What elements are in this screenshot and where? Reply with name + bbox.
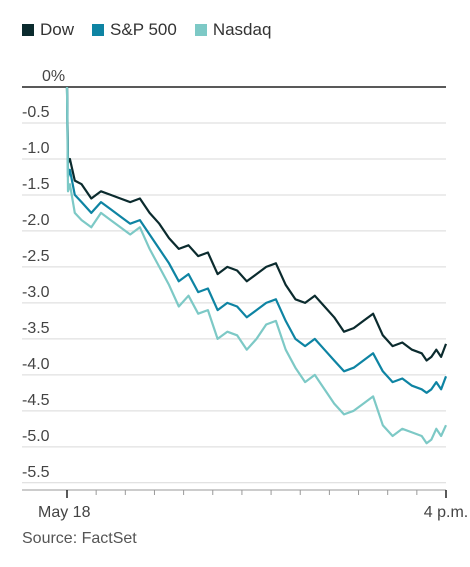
y-tick-label: -4.5 <box>22 392 50 409</box>
y-tick-label: -0.5 <box>22 104 50 121</box>
y-tick-label: -4.0 <box>22 356 50 373</box>
series <box>65 86 448 445</box>
y-tick-label: -3.5 <box>22 320 50 337</box>
y-tick-label: -1.0 <box>22 140 50 157</box>
legend-item-sp500: S&P 500 <box>92 20 177 40</box>
legend-item-dow: Dow <box>22 20 74 40</box>
x-tick-label: 4 p.m. <box>424 504 468 521</box>
series-line-dow <box>65 86 448 362</box>
legend-label-nasdaq: Nasdaq <box>212 20 272 39</box>
y-tick-label: -3.0 <box>22 284 50 301</box>
legend-swatch-dow <box>22 24 34 36</box>
legend-label-sp500: S&P 500 <box>110 20 177 39</box>
y-tick-label: -5.0 <box>22 428 50 445</box>
x-tick-label: May 18 <box>38 504 91 521</box>
y-tick-label: -2.5 <box>22 248 50 265</box>
line-chart: 0% -0.5 -1.0 -1.5 -2.0 -2.5 -3.0 -3.5 -4.0 -4.5 -5… <box>22 68 468 521</box>
y-axis-labels: 0% -0.5 -1.0 -1.5 -2.0 -2.5 -3.0 -3.5 -4.0 -4.5 -5… <box>22 68 65 481</box>
series-line-s-p-500 <box>65 86 448 394</box>
x-axis: May 18 4 p.m. <box>22 489 468 521</box>
source-note: Source: FactSet <box>22 530 137 547</box>
legend: Dow S&P 500 Nasdaq <box>22 20 271 40</box>
y-tick-label: -2.0 <box>22 212 50 229</box>
y-tick-label: 0% <box>42 68 65 85</box>
legend-swatch-nasdaq <box>194 24 207 36</box>
legend-swatch-sp500 <box>92 24 105 36</box>
grid <box>22 86 446 484</box>
y-tick-label: -5.5 <box>22 464 50 481</box>
legend-label-dow: Dow <box>40 20 75 39</box>
y-tick-label: -1.5 <box>22 176 50 193</box>
series-line-nasdaq <box>65 86 448 445</box>
legend-item-nasdaq: Nasdaq <box>194 20 272 40</box>
